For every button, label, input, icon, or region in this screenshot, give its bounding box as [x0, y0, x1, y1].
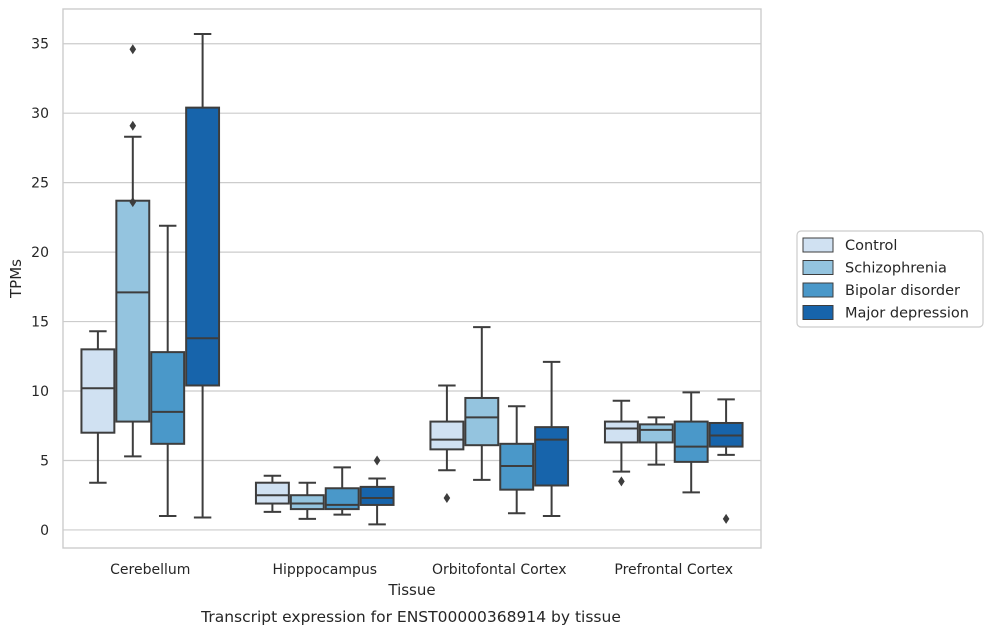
box-3-1: [359, 455, 395, 526]
boxes: [80, 33, 744, 526]
x-tick-label: Cerebellum: [110, 562, 190, 578]
x-tick-label: Hipppocampus: [272, 562, 377, 578]
y-tick-label-30: 30: [31, 106, 49, 122]
legend-swatch: [802, 260, 834, 275]
box-1-2: [464, 326, 500, 481]
y-tick-label-5: 5: [40, 453, 49, 469]
box-body: [185, 106, 221, 387]
legend-label: Major depression: [845, 306, 969, 322]
box-0-2: [429, 384, 465, 503]
box-1-3: [638, 416, 674, 466]
box-2-1: [324, 466, 360, 516]
legend-label: Bipolar disorder: [845, 283, 960, 299]
outlier-point: [129, 197, 137, 208]
box-2-0: [150, 224, 186, 518]
box-body: [150, 351, 186, 445]
legend: Control Schizophrenia Bipolar disorder Majo…: [796, 230, 984, 328]
box-3-3: [708, 398, 744, 524]
x-axis-label: Tissue: [387, 581, 435, 599]
box-0-0: [80, 330, 116, 484]
y-tick-label-25: 25: [31, 176, 49, 192]
outlier-point: [443, 492, 451, 503]
box-body: [534, 426, 570, 487]
box-2-3: [673, 391, 709, 494]
box-2-2: [499, 405, 535, 515]
box-1-1: [289, 481, 325, 520]
box-body: [254, 481, 290, 505]
y-tick-labels: 0 5 10 15 20 25 30 35: [31, 37, 49, 539]
outlier-point: [129, 120, 137, 131]
box-3-0: [185, 33, 221, 519]
figure-caption: Transcript expression for ENST0000036891…: [200, 608, 621, 626]
box-body: [80, 348, 116, 434]
legend-swatch: [802, 237, 834, 253]
x-tick-labels: Cerebellum Hipppocampus Orbitofontal Corte…: [110, 562, 733, 578]
y-tick-label-10: 10: [31, 384, 49, 400]
box-body: [289, 494, 325, 511]
outlier-point: [129, 44, 137, 55]
legend-swatch: [802, 305, 834, 320]
box-1-0: [115, 44, 151, 458]
box-body: [324, 487, 360, 511]
outlier-point: [722, 513, 730, 524]
y-tick-label-35: 35: [31, 37, 49, 53]
box-0-3: [603, 399, 639, 487]
box-body: [359, 485, 395, 506]
legend-swatch: [802, 282, 834, 298]
legend-label: Schizophrenia: [845, 261, 947, 277]
x-tick-label: Prefrontal Cortex: [614, 562, 733, 578]
box-body: [603, 420, 639, 444]
y-tick-label-20: 20: [31, 245, 49, 261]
outlier-point: [373, 455, 381, 466]
box-body: [429, 420, 465, 451]
x-tick-label: Orbitofontal Cortex: [432, 562, 567, 578]
outlier-point: [618, 476, 625, 487]
y-tick-label-15: 15: [31, 315, 49, 331]
y-tick-label-0: 0: [40, 523, 49, 539]
box-body: [464, 396, 500, 447]
box-3-2: [534, 360, 570, 518]
plot-frame: [62, 8, 762, 549]
box-0-1: [254, 474, 290, 513]
box-body: [673, 420, 709, 463]
box-body: [115, 199, 151, 423]
box-body: [638, 423, 674, 444]
legend-label: Control: [845, 238, 897, 254]
legend-frame: [796, 230, 984, 328]
y-axis-label: TPMs: [7, 259, 25, 299]
